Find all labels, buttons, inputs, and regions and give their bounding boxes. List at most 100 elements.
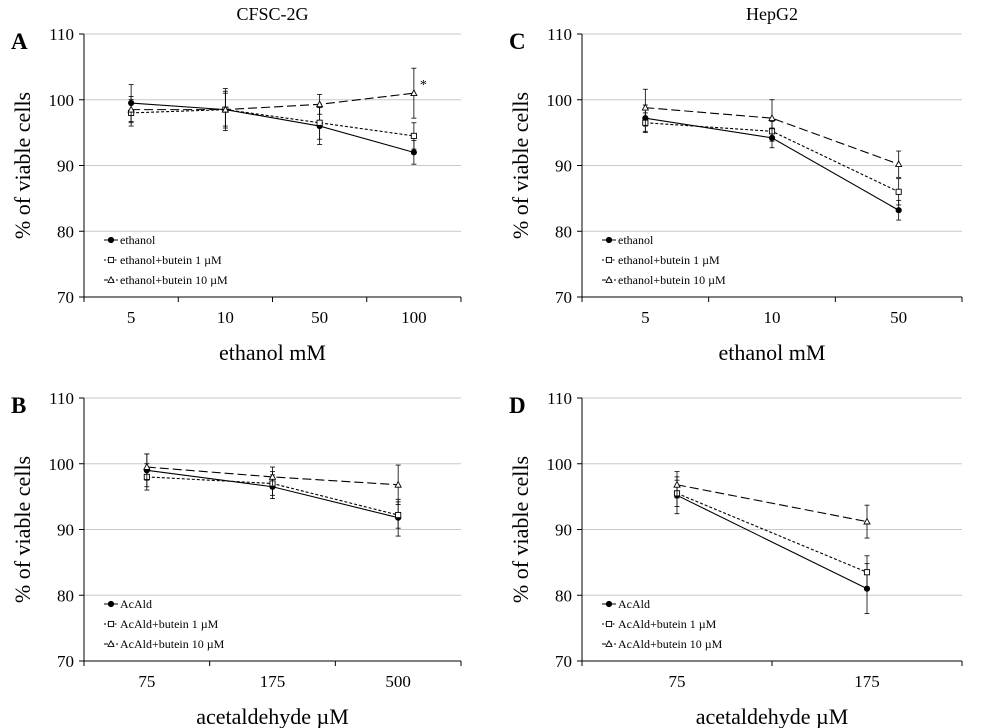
- legend-item: ethanol+butein 1 µM: [104, 253, 222, 267]
- panel-title: CFSC-2G: [236, 4, 308, 24]
- legend-label: ethanol+butein 10 µM: [120, 273, 228, 287]
- panel-letter: B: [11, 393, 26, 418]
- x-tick-label: 10: [217, 308, 234, 327]
- y-tick-label: 90: [555, 157, 572, 176]
- series-line: [146, 466, 399, 486]
- y-axis-title: % of viable cells: [508, 456, 533, 603]
- x-tick-label: 10: [764, 308, 781, 327]
- legend-label: AcAld+butein 10 µM: [618, 637, 723, 651]
- y-tick-label: 70: [57, 652, 74, 671]
- data-point: [395, 511, 402, 519]
- panel-letter: A: [11, 29, 28, 54]
- x-tick-label: 5: [127, 308, 136, 327]
- legend-marker: [107, 639, 115, 647]
- series-2: [143, 453, 402, 505]
- data-point: [315, 100, 324, 108]
- x-tick-label: 75: [138, 672, 155, 691]
- y-tick-label: 100: [547, 91, 573, 110]
- legend-marker: [605, 256, 613, 264]
- legend-label: AcAld: [120, 597, 152, 611]
- legend-marker: [107, 620, 115, 628]
- data-point: [394, 480, 402, 488]
- y-tick-label: 90: [57, 157, 74, 176]
- y-axis-title: % of viable cells: [10, 456, 35, 603]
- legend-label: ethanol+butein 1 µM: [120, 253, 222, 267]
- legend-label: AcAld: [618, 597, 650, 611]
- legend-item: AcAld+butein 1 µM: [602, 617, 717, 631]
- x-tick-label: 175: [854, 672, 880, 691]
- data-point: [143, 462, 151, 470]
- data-point: [895, 207, 902, 214]
- panel-letter: C: [509, 29, 526, 54]
- x-tick-label: 50: [311, 308, 328, 327]
- series-line: [676, 484, 868, 523]
- y-tick-label: 70: [57, 288, 74, 307]
- y-axis-title: % of viable cells: [10, 92, 35, 239]
- legend-item: AcAld+butein 10 µM: [104, 637, 225, 651]
- x-tick-label: 75: [669, 672, 686, 691]
- series-0: [673, 476, 871, 615]
- series-line: [131, 92, 414, 111]
- legend-label: ethanol: [618, 233, 654, 247]
- data-point: [221, 105, 230, 113]
- y-tick-label: 110: [49, 389, 74, 408]
- y-tick-label: 80: [57, 586, 74, 605]
- y-tick-label: 110: [547, 25, 572, 44]
- x-tick-label: 50: [890, 308, 907, 327]
- y-tick-label: 110: [547, 389, 572, 408]
- data-point: [641, 103, 650, 111]
- series-2: [673, 471, 871, 539]
- x-tick-label: 500: [385, 672, 411, 691]
- series-2: [127, 67, 418, 127]
- legend-marker: [605, 620, 613, 628]
- legend-marker: [605, 236, 613, 244]
- legend-marker: [107, 275, 115, 283]
- y-tick-label: 80: [555, 222, 572, 241]
- series-2: [641, 88, 903, 178]
- legend-item: ethanol+butein 1 µM: [602, 253, 720, 267]
- legend-label: ethanol+butein 1 µM: [618, 253, 720, 267]
- legend-item: ethanol: [602, 233, 654, 247]
- legend-marker: [107, 256, 115, 264]
- data-point: [410, 132, 417, 139]
- y-tick-label: 90: [57, 521, 74, 540]
- data-point: [863, 569, 871, 576]
- y-tick-label: 80: [57, 222, 74, 241]
- series-line: [131, 102, 415, 153]
- x-axis-title: acetaldehyde µM: [696, 704, 849, 728]
- series-line: [676, 494, 868, 590]
- data-point: [895, 188, 902, 195]
- series-line: [676, 492, 868, 573]
- data-point: [268, 472, 277, 480]
- legend-marker: [107, 236, 115, 244]
- legend-label: ethanol+butein 10 µM: [618, 273, 726, 287]
- data-point: [127, 105, 135, 113]
- y-tick-label: 70: [555, 288, 572, 307]
- legend-item: ethanol: [104, 233, 156, 247]
- data-point: [863, 517, 871, 525]
- significance-marker: *: [420, 78, 427, 93]
- x-tick-label: 100: [401, 308, 427, 327]
- data-point: [768, 114, 776, 122]
- legend-item: ethanol+butein 10 µM: [602, 273, 726, 287]
- legend-marker: [107, 600, 115, 608]
- legend-marker: [605, 600, 613, 608]
- data-point: [894, 160, 903, 168]
- series-1: [673, 479, 871, 590]
- legend-label: AcAld+butein 10 µM: [120, 637, 225, 651]
- legend-item: AcAld+butein 1 µM: [104, 617, 219, 631]
- x-axis-title: acetaldehyde µM: [196, 704, 349, 728]
- panel-title: HepG2: [746, 4, 798, 24]
- y-tick-label: 80: [555, 586, 572, 605]
- legend-item: AcAld: [104, 597, 152, 611]
- x-tick-label: 5: [641, 308, 650, 327]
- x-axis-title: ethanol mM: [719, 340, 826, 365]
- legend-item: ethanol+butein 10 µM: [104, 273, 228, 287]
- y-tick-label: 90: [555, 521, 572, 540]
- legend-marker: [605, 639, 613, 647]
- data-point: [410, 89, 418, 97]
